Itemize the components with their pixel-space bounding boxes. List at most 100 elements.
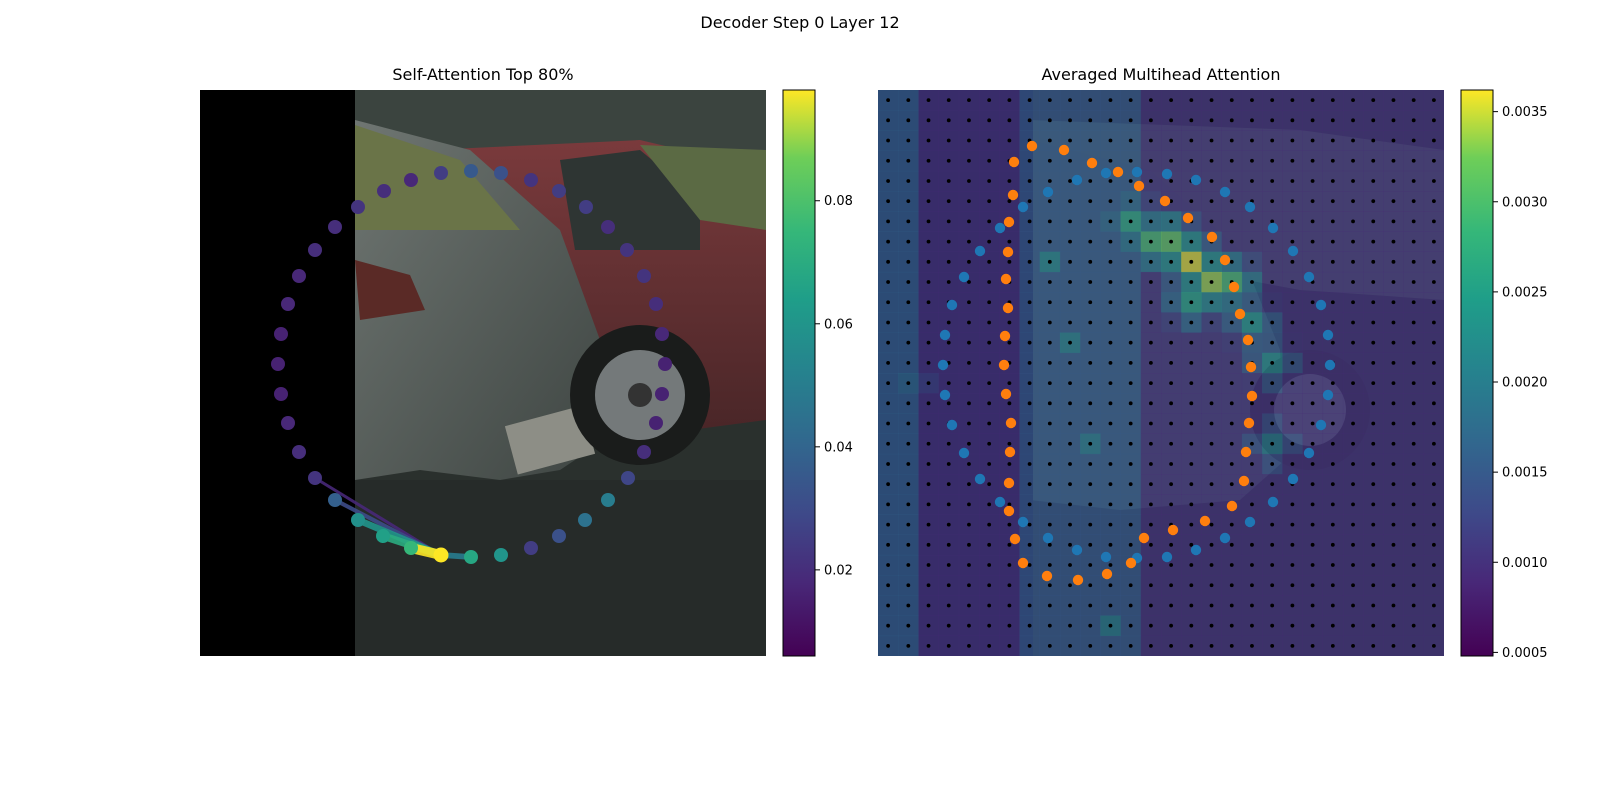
grid-dot bbox=[946, 138, 951, 143]
grid-dot bbox=[1411, 421, 1416, 426]
grid-dot bbox=[1047, 583, 1052, 588]
grid-dot bbox=[1189, 340, 1194, 345]
series-1-point-1 bbox=[1026, 140, 1038, 152]
grid-dot bbox=[1250, 259, 1254, 264]
grid-dot bbox=[1047, 199, 1052, 204]
grid-dot bbox=[1169, 401, 1174, 406]
grid-dot bbox=[1027, 98, 1032, 103]
series-0-point-4 bbox=[1219, 186, 1231, 198]
grid-dot bbox=[1169, 138, 1174, 143]
grid-dot bbox=[1250, 462, 1254, 466]
series-1-point-0 bbox=[1008, 156, 1020, 168]
query-point-31 bbox=[271, 357, 285, 371]
grid-dot bbox=[1411, 360, 1416, 365]
grid-dot bbox=[1108, 118, 1113, 123]
grid-dot bbox=[926, 482, 931, 487]
grid-dot bbox=[906, 643, 911, 648]
grid-dot bbox=[1431, 522, 1436, 527]
grid-dot bbox=[1209, 502, 1214, 507]
grid-dot bbox=[1351, 421, 1355, 426]
grid-dot bbox=[1310, 179, 1315, 183]
grid-dot bbox=[1290, 138, 1295, 143]
grid-dot bbox=[1189, 603, 1194, 608]
grid-dot bbox=[1250, 239, 1254, 244]
query-point-25 bbox=[351, 200, 365, 214]
grid-dot bbox=[1189, 522, 1194, 527]
series-0-point-38 bbox=[1042, 186, 1054, 198]
grid-dot bbox=[1007, 643, 1012, 648]
grid-dot bbox=[1007, 239, 1012, 244]
grid-dot bbox=[1148, 360, 1153, 365]
query-point-29 bbox=[281, 297, 295, 311]
grid-dot bbox=[946, 340, 951, 345]
grid-dot bbox=[926, 239, 931, 244]
grid-dot bbox=[1229, 441, 1234, 446]
grid-dot bbox=[906, 179, 911, 183]
grid-dot bbox=[1209, 179, 1214, 183]
grid-dot bbox=[886, 563, 891, 567]
grid-dot bbox=[1068, 623, 1072, 628]
grid-dot bbox=[1250, 603, 1254, 608]
series-1-point-5 bbox=[1133, 180, 1145, 192]
query-point-6 bbox=[601, 493, 615, 507]
grid-dot bbox=[1209, 118, 1214, 123]
grid-dot bbox=[1431, 381, 1436, 386]
grid-dot bbox=[1391, 502, 1396, 507]
grid-dot bbox=[1411, 643, 1416, 648]
grid-dot bbox=[1128, 158, 1133, 163]
grid-dot bbox=[1108, 360, 1113, 365]
grid-dot bbox=[946, 542, 951, 547]
grid-dot bbox=[1209, 462, 1214, 466]
grid-dot bbox=[987, 421, 992, 426]
grid-dot bbox=[1270, 441, 1275, 446]
grid-dot bbox=[1047, 118, 1052, 123]
series-1-point-38 bbox=[1003, 216, 1015, 228]
grid-dot bbox=[1128, 280, 1133, 284]
grid-dot bbox=[1229, 259, 1234, 264]
grid-dot bbox=[1411, 179, 1416, 183]
grid-dot bbox=[1310, 522, 1315, 527]
grid-dot bbox=[1431, 320, 1436, 325]
grid-dot bbox=[1270, 280, 1275, 284]
grid-dot bbox=[1250, 542, 1254, 547]
grid-dot bbox=[1330, 482, 1335, 487]
averaged-attention-panel bbox=[878, 90, 1444, 656]
grid-dot bbox=[1108, 462, 1113, 466]
grid-dot bbox=[1411, 381, 1416, 386]
grid-dot bbox=[1250, 623, 1254, 628]
grid-dot bbox=[1027, 563, 1032, 567]
grid-dot bbox=[1270, 421, 1275, 426]
grid-dot bbox=[926, 542, 931, 547]
grid-dot bbox=[1209, 542, 1214, 547]
grid-dot bbox=[1068, 199, 1072, 204]
grid-dot bbox=[946, 98, 951, 103]
grid-dot bbox=[1148, 441, 1153, 446]
grid-dot bbox=[926, 340, 931, 345]
grid-dot bbox=[1209, 421, 1214, 426]
grid-dot bbox=[1250, 219, 1254, 224]
grid-dot bbox=[1229, 118, 1234, 123]
grid-dot bbox=[926, 462, 931, 466]
grid-dot bbox=[1229, 643, 1234, 648]
grid-dot bbox=[1330, 542, 1335, 547]
grid-dot bbox=[1007, 603, 1012, 608]
grid-dot bbox=[1250, 118, 1254, 123]
grid-dot bbox=[906, 583, 911, 588]
series-0-point-23 bbox=[1071, 544, 1083, 556]
query-point-16 bbox=[601, 220, 615, 234]
right-colorbar-gradient bbox=[1460, 89, 1494, 657]
grid-dot bbox=[1310, 441, 1315, 446]
grid-dot bbox=[1108, 158, 1113, 163]
grid-dot bbox=[1209, 138, 1214, 143]
grid-dot bbox=[1411, 482, 1416, 487]
series-1-point-31 bbox=[1005, 417, 1017, 429]
grid-dot bbox=[1371, 98, 1376, 103]
grid-dot bbox=[1371, 300, 1376, 305]
grid-dot bbox=[1351, 199, 1355, 204]
grid-dot bbox=[1270, 643, 1275, 648]
query-point-37 bbox=[351, 513, 365, 527]
grid-dot bbox=[1290, 583, 1295, 588]
grid-dot bbox=[1229, 623, 1234, 628]
grid-dot bbox=[1027, 583, 1032, 588]
grid-dot bbox=[1270, 462, 1275, 466]
